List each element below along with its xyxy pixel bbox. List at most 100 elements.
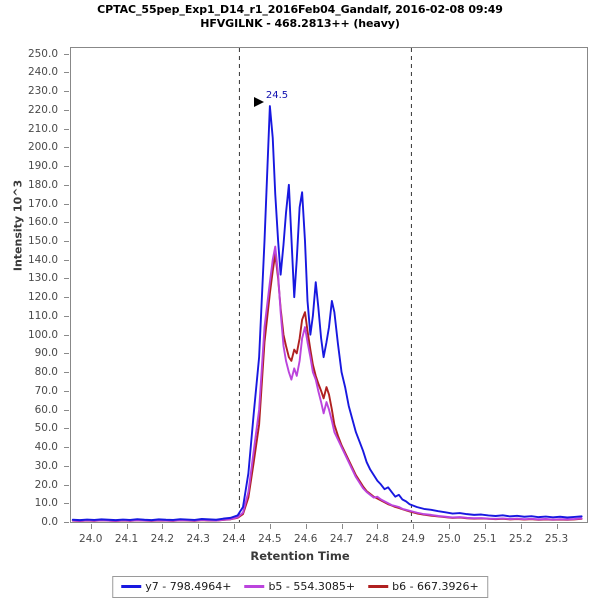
legend-item-label: b6 - 667.3926+ xyxy=(392,580,479,593)
y-tick-mark xyxy=(64,372,69,374)
x-tick-label: 25.2 xyxy=(509,533,533,545)
y-tick-mark xyxy=(64,353,69,355)
y-tick-mark xyxy=(64,72,69,74)
chart-title-line-1: CPTAC_55pep_Exp1_D14_r1_2016Feb04_Gandal… xyxy=(97,3,503,16)
chart-legend[interactable]: y7 - 798.4964+ b5 - 554.3085+ b6 - 667.392… xyxy=(112,576,488,598)
legend-color-swatch xyxy=(121,585,142,588)
x-tick-mark xyxy=(413,524,415,529)
y-tick-mark xyxy=(64,109,69,111)
y-tick-label: 90.0 xyxy=(34,347,58,360)
x-tick-label: 24.9 xyxy=(401,533,425,545)
chart-title-line-2: HFVGILNK - 468.2813++ (heavy) xyxy=(200,17,400,30)
y-tick-mark xyxy=(64,390,69,392)
y-tick-mark xyxy=(64,334,69,336)
y-tick-mark xyxy=(64,297,69,299)
chromatogram-traces xyxy=(71,48,583,522)
y-tick-label: 200.0 xyxy=(27,141,58,154)
y-tick-label: 170.0 xyxy=(27,197,58,210)
y-tick-label: 110.0 xyxy=(27,309,58,322)
plot-area[interactable] xyxy=(70,47,588,523)
legend-item[interactable]: y7 - 798.4964+ xyxy=(121,580,231,593)
x-tick-label: 24.4 xyxy=(222,533,246,545)
x-tick-label: 25.0 xyxy=(437,533,461,545)
y-tick-mark xyxy=(64,315,69,317)
y-axis-title: Intensity 10^3 xyxy=(11,179,25,272)
y-tick-label: 130.0 xyxy=(27,272,58,285)
y-tick-mark xyxy=(64,222,69,224)
y-axis: 250.0 240.0 230.0 220.0 210.0 200.0 190.0 180.0… xyxy=(0,47,69,528)
x-tick-label: 24.7 xyxy=(329,533,354,545)
x-axis-title: Retention Time xyxy=(250,549,350,563)
x-tick-mark xyxy=(484,524,486,529)
x-tick-label: 25.3 xyxy=(544,533,569,545)
y-tick-label: 140.0 xyxy=(27,253,58,266)
y-tick-mark xyxy=(64,522,69,523)
y-tick-label: 50.0 xyxy=(34,422,58,435)
y-tick-label: 10.0 xyxy=(34,497,58,510)
y-tick-label: 30.0 xyxy=(34,459,58,472)
x-tick-label: 24.5 xyxy=(258,533,282,545)
x-tick-label: 24.1 xyxy=(114,533,139,545)
trace-y7[interactable] xyxy=(71,105,583,522)
chart-title: CPTAC_55pep_Exp1_D14_r1_2016Feb04_Gandal… xyxy=(0,3,600,31)
y-tick-label: 120.0 xyxy=(27,291,58,304)
y-tick-mark xyxy=(64,503,69,505)
y-tick-label: 250.0 xyxy=(27,47,58,60)
x-tick-label: 25.1 xyxy=(473,533,497,545)
y-tick-label: 180.0 xyxy=(27,178,58,191)
y-tick-label: 0.0 xyxy=(41,516,58,528)
legend-color-swatch xyxy=(368,585,389,588)
peak-apex-marker-icon xyxy=(253,97,264,108)
y-tick-mark xyxy=(64,203,69,205)
y-tick-mark xyxy=(64,447,69,449)
y-tick-label: 210.0 xyxy=(27,122,58,135)
y-tick-label: 70.0 xyxy=(34,384,58,397)
legend-item-label: b5 - 554.3085+ xyxy=(268,580,356,593)
x-tick-label: 24.3 xyxy=(186,533,210,545)
y-tick-label: 20.0 xyxy=(34,478,58,491)
y-tick-label: 230.0 xyxy=(27,85,58,98)
y-tick-mark xyxy=(64,409,69,411)
y-tick-label: 150.0 xyxy=(27,234,58,247)
y-tick-mark xyxy=(64,259,69,261)
legend-color-swatch xyxy=(244,585,265,588)
y-tick-mark xyxy=(64,166,69,168)
legend-item[interactable]: b5 - 554.3085+ xyxy=(244,580,355,593)
y-tick-mark xyxy=(64,91,69,93)
x-tick-mark xyxy=(162,524,164,529)
y-tick-mark xyxy=(64,184,69,186)
x-tick-mark xyxy=(126,524,128,529)
y-tick-label: 40.0 xyxy=(34,441,58,454)
x-tick-mark xyxy=(556,524,558,529)
y-tick-mark xyxy=(64,278,69,280)
x-axis: 24.0 24.1 24.2 24.3 24.4 24.5 24.6 24.7 24.8 24.9… xyxy=(0,524,600,554)
peak-apex-label: 24.5 xyxy=(265,90,289,102)
y-tick-label: 160.0 xyxy=(27,216,58,229)
y-tick-label: 220.0 xyxy=(27,103,58,116)
y-tick-label: 190.0 xyxy=(27,160,58,173)
x-tick-mark xyxy=(269,524,271,529)
x-tick-mark xyxy=(449,524,451,529)
y-tick-mark xyxy=(64,53,69,55)
x-tick-mark xyxy=(90,524,92,529)
y-tick-mark xyxy=(64,465,69,467)
y-tick-mark xyxy=(64,240,69,242)
x-tick-label: 24.2 xyxy=(150,533,175,545)
x-tick-label: 24.0 xyxy=(79,533,103,545)
y-tick-label: 100.0 xyxy=(27,328,58,341)
y-tick-mark xyxy=(64,147,69,149)
y-tick-label: 240.0 xyxy=(27,66,58,79)
trace-b5[interactable] xyxy=(71,245,583,522)
y-tick-mark xyxy=(64,484,69,486)
trace-b6[interactable] xyxy=(71,253,583,522)
x-tick-mark xyxy=(305,524,307,529)
x-tick-mark xyxy=(377,524,379,529)
x-tick-mark xyxy=(520,524,522,529)
y-tick-mark xyxy=(64,428,69,430)
y-tick-mark xyxy=(64,128,69,130)
y-tick-label: 80.0 xyxy=(34,366,58,379)
x-tick-mark xyxy=(341,524,343,529)
legend-item[interactable]: b6 - 667.3926+ xyxy=(368,580,479,593)
y-tick-label: 60.0 xyxy=(34,403,58,416)
